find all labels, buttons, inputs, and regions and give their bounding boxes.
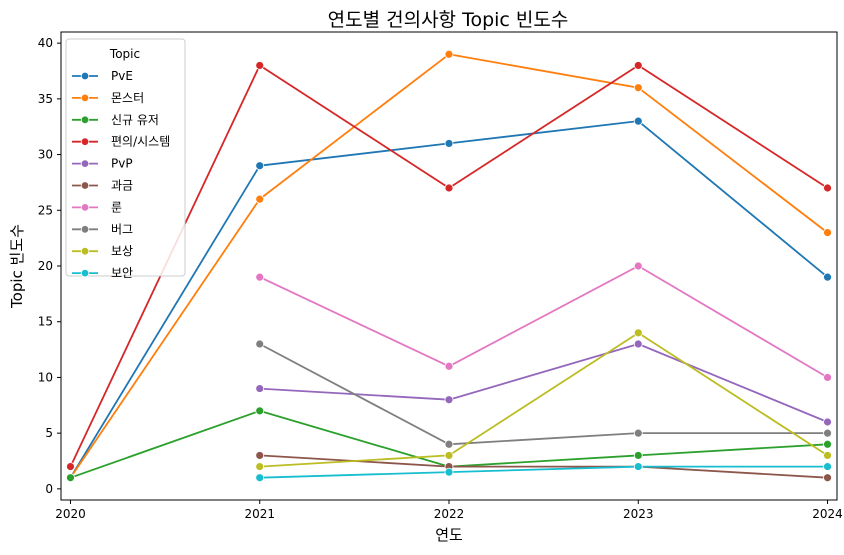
- data-point: [823, 417, 832, 427]
- data-point: [633, 261, 643, 271]
- x-axis-title: 연도: [435, 526, 463, 544]
- legend-swatch-marker: [80, 137, 90, 146]
- y-axis-title: Topic 빈도수: [8, 224, 26, 309]
- data-point: [823, 373, 832, 382]
- x-tick-label: 2024: [812, 507, 843, 521]
- data-point: [444, 139, 454, 148]
- legend-swatch-marker: [80, 225, 90, 234]
- y-tick-label: 40: [38, 36, 53, 50]
- legend-entry-label: 몬스터: [111, 91, 144, 105]
- series-layer: [66, 49, 832, 483]
- data-point: [633, 61, 643, 70]
- x-tick-label: 2022: [434, 507, 465, 521]
- y-tick-label: 15: [38, 315, 53, 329]
- data-point: [255, 451, 265, 460]
- data-point: [823, 428, 832, 438]
- data-point: [255, 194, 265, 204]
- x-axis: 2020 2021 2022 2023 2024: [55, 500, 843, 521]
- data-point: [633, 83, 643, 93]
- data-point: [444, 451, 454, 460]
- legend-swatch-marker: [80, 203, 90, 212]
- legend-entry-label: PvP: [111, 157, 133, 171]
- data-point: [255, 473, 265, 483]
- data-point: [255, 384, 265, 393]
- data-point: [66, 462, 75, 471]
- y-tick-label: 35: [38, 92, 53, 106]
- data-point: [444, 49, 454, 59]
- legend-swatch-marker: [80, 93, 90, 103]
- legend-entry-label: 버그: [111, 222, 133, 236]
- legend-swatch-marker: [80, 246, 90, 256]
- y-tick-label: 0: [45, 482, 53, 496]
- data-point: [823, 473, 832, 483]
- data-point: [633, 328, 643, 338]
- x-tick-label: 2020: [55, 507, 86, 521]
- data-point: [823, 183, 832, 193]
- y-tick-label: 20: [38, 259, 53, 273]
- series-line: [259, 465, 828, 479]
- legend-entry-label: 보안: [111, 266, 133, 280]
- data-point: [823, 228, 832, 237]
- data-point: [444, 361, 454, 371]
- data-point: [255, 161, 265, 171]
- data-point: [444, 183, 454, 193]
- legend-swatch-marker: [80, 159, 90, 168]
- y-axis: 0 5 10 15 20 25 30 35 40: [38, 36, 61, 496]
- data-point: [255, 61, 265, 70]
- legend-entry-label: 룬: [111, 200, 122, 214]
- legend-swatch-marker: [80, 115, 90, 124]
- legend-entry-label: 편의/시스템: [111, 135, 170, 149]
- chart-title: 연도별 건의사항 Topic 빈도수: [328, 9, 569, 31]
- x-tick-label: 2021: [244, 507, 275, 521]
- legend-entry-label: 과금: [111, 179, 133, 193]
- legend-entry-label: PvE: [111, 69, 133, 83]
- legend-swatch-marker: [80, 71, 90, 81]
- data-point: [633, 462, 643, 471]
- data-point: [633, 451, 643, 460]
- data-point: [823, 462, 832, 471]
- data-point: [444, 439, 454, 449]
- data-point: [633, 428, 643, 438]
- legend-entry-label: 보상: [111, 244, 133, 258]
- data-point: [633, 339, 643, 349]
- y-tick-label: 25: [38, 203, 53, 217]
- data-point: [255, 272, 265, 282]
- legend-entry-label: 신규 유저: [111, 113, 159, 127]
- data-point: [823, 439, 832, 449]
- legend-title: Topic: [109, 47, 140, 61]
- data-point: [823, 451, 832, 460]
- y-tick-label: 10: [38, 370, 53, 384]
- x-tick-label: 2023: [623, 507, 654, 521]
- data-point: [255, 339, 265, 349]
- data-point: [823, 272, 832, 282]
- data-point: [444, 467, 454, 477]
- data-point: [66, 473, 75, 483]
- series-line: [259, 343, 828, 446]
- series-line: [259, 331, 828, 468]
- data-point: [255, 462, 265, 471]
- data-point: [633, 116, 643, 126]
- y-tick-label: 30: [38, 148, 53, 162]
- legend-swatch-marker: [80, 268, 90, 278]
- data-point: [444, 395, 454, 405]
- legend-swatch-marker: [80, 181, 90, 190]
- series-line: [259, 265, 828, 379]
- y-tick-label: 5: [45, 426, 53, 440]
- data-point: [255, 406, 265, 416]
